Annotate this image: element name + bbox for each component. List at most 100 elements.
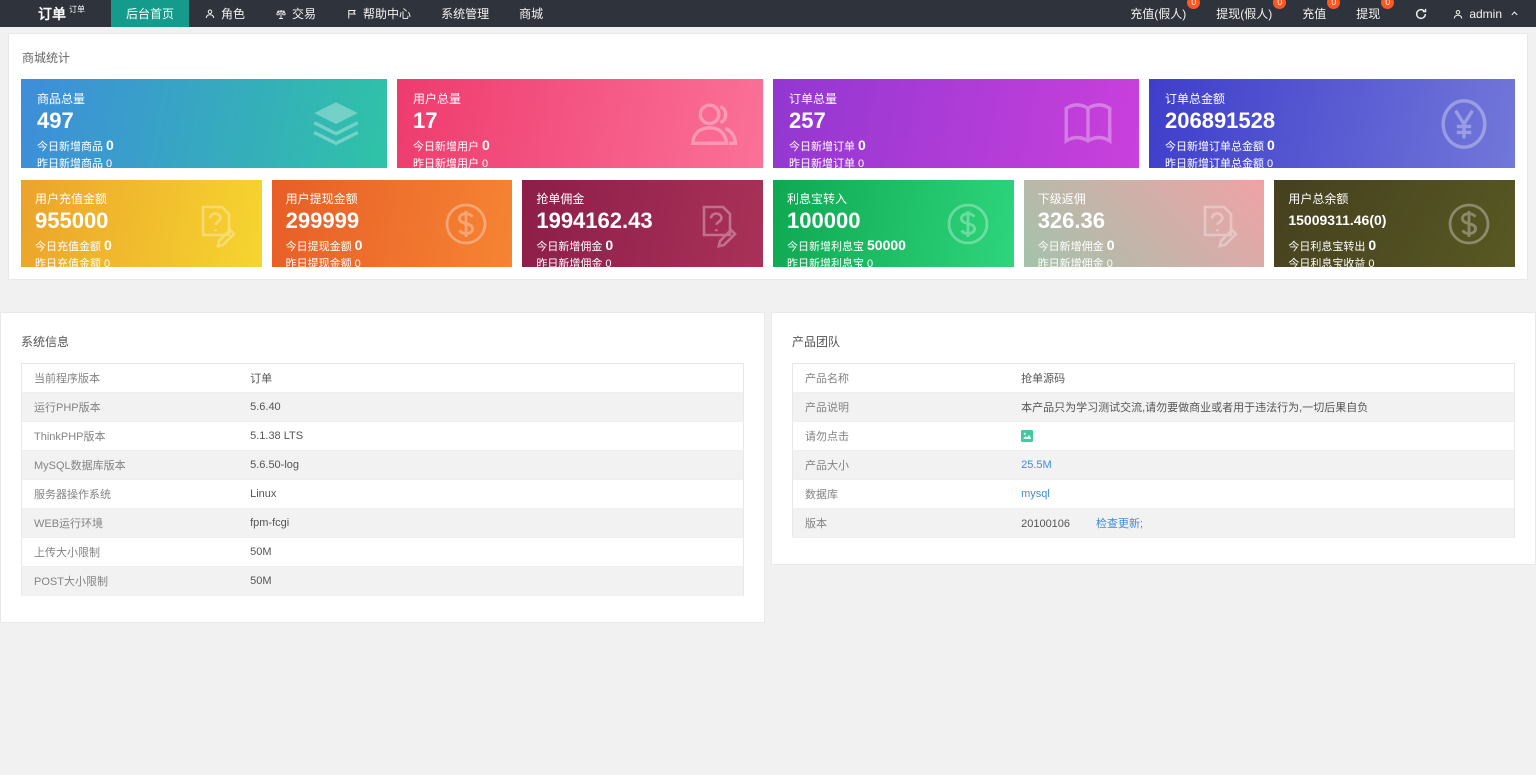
stat-card-sub-today: 今日新增佣金 0: [1038, 235, 1251, 256]
stat-sub-value: 0: [605, 258, 612, 267]
stat-card-user-recharge-amount[interactable]: 用户充值金额 955000 今日充值金额 0 昨日充值金额 0: [21, 180, 262, 267]
stat-sub-label: 昨日新增商品: [37, 158, 103, 168]
stat-card-sub-yesterday: 昨日充值金额 0: [35, 256, 248, 267]
stat-card-order-total[interactable]: 订单总量 257 今日新增订单 0 昨日新增订单 0: [773, 79, 1139, 168]
doc-question-icon: [1194, 200, 1242, 248]
stat-sub-value: 50000: [867, 237, 906, 254]
stat-card-user-balance-total[interactable]: 用户总余额 15009311.46(0) 今日利息宝转出 0 今日利息宝收益 0: [1274, 180, 1516, 268]
stat-sub-value: 0: [354, 258, 361, 267]
row-label: WEB运行环境: [34, 518, 104, 530]
stat-card-sub-yesterday: 今日利息宝收益 0: [1288, 256, 1501, 268]
stat-sub-value: 0: [1267, 137, 1275, 154]
stat-card-value: 955000: [35, 208, 109, 233]
nav-badge-item-0[interactable]: 充值(假人) 0: [1130, 0, 1201, 22]
stat-sub-value: 0: [354, 237, 363, 254]
stat-card-value: 257: [789, 108, 826, 133]
stat-sub-label: 昨日提现金额: [285, 258, 352, 267]
cards-row1: 商品总量 497 今日新增商品 0 昨日新增商品 0 用户总量 17 今日新增用户 0 昨日新增用户…: [9, 79, 1527, 168]
stat-card-value: 100000: [787, 208, 861, 233]
stat-card-sub-yesterday: 昨日新增佣金 0: [536, 256, 749, 267]
stat-sub-value: 0: [482, 137, 490, 154]
refresh-icon[interactable]: [1414, 7, 1428, 21]
stat-card-sub-yesterday: 昨日新增商品 0: [37, 156, 371, 168]
stat-card-user-withdraw-amount[interactable]: 用户提现金额 299999 今日提现金额 0 昨日提现金额 0: [271, 180, 513, 267]
stat-card-value: 206891528: [1165, 108, 1276, 133]
system-info-table: 当前程序版本 订单 运行PHP版本 5.6.40 ThinkPHP版本 5.1.38 LT…: [21, 363, 744, 596]
stats-panel-title: 商城统计: [22, 51, 71, 65]
nav-badge-items: 充值(假人) 0 提现(假人) 0 充值 0 提现 0: [1130, 0, 1410, 22]
stat-card-value: 15009311.46(0): [1288, 212, 1387, 228]
check-update-link[interactable]: 检查更新;: [1096, 518, 1144, 530]
row-label: MySQL数据库版本: [34, 460, 126, 472]
stat-sub-value: 0: [106, 137, 114, 154]
row-label: 产品名称: [805, 373, 849, 385]
stat-card-interest-transfer-in[interactable]: 利息宝转入 100000 今日新增利息宝 50000 昨日新增利息宝 0: [773, 180, 1014, 267]
nav-item-1[interactable]: 角色: [189, 0, 260, 27]
nav-badge-item-3[interactable]: 提现 0: [1356, 0, 1395, 22]
stat-card-order-amount-total[interactable]: 订单总金额 206891528 今日新增订单总金额 0 昨日新增订单总金额 0: [1149, 79, 1515, 168]
table-row: 当前程序版本 订单: [21, 364, 744, 393]
logo-title: 订单: [38, 5, 66, 22]
user-menu[interactable]: admin: [1452, 7, 1520, 21]
nav-right: 充值(假人) 0 提现(假人) 0 充值 0 提现 0 admin: [1130, 0, 1536, 27]
stat-card-label: 利息宝转入: [787, 192, 848, 206]
stat-sub-label: 今日新增佣金: [536, 241, 603, 254]
doc-question-icon: [693, 200, 741, 248]
stat-card-sub-yesterday: 昨日新增利息宝 0: [787, 256, 1000, 267]
app-logo[interactable]: 订单 订单: [0, 0, 111, 27]
table-row: ThinkPHP版本 5.1.38 LTS: [21, 422, 744, 451]
nav-badge-item-1[interactable]: 提现(假人) 0: [1216, 0, 1287, 22]
table-row: MySQL数据库版本 5.6.50-log: [21, 450, 744, 480]
nav-item-2[interactable]: 交易: [260, 0, 331, 27]
row-value: 50M: [250, 546, 272, 558]
row-value: 50M: [250, 575, 272, 587]
value-link[interactable]: mysql: [1021, 488, 1050, 500]
mall-stats-panel: 商城统计 商品总量 497 今日新增商品 0 昨日新增商品 0 用户总量 17 今日新增用户 0 昨…: [8, 33, 1528, 280]
doc-question-icon: [192, 200, 240, 248]
stat-sub-value: 0: [867, 258, 874, 267]
nav-item-4[interactable]: 系统管理: [426, 0, 504, 27]
chevron-up-icon: [1509, 8, 1520, 19]
stat-card-sub-yesterday: 昨日新增佣金 0: [1038, 256, 1251, 267]
table-row: POST大小限制 50M: [21, 566, 744, 596]
bottom-section: 系统信息 当前程序版本 订单 运行PHP版本 5.6.40 ThinkPHP版本 5.1.…: [0, 312, 1536, 623]
stat-card-sub-today: 今日充值金额 0: [35, 235, 248, 256]
stat-card-sub-yesterday: 昨日新增订单总金额 0: [1165, 156, 1499, 168]
row-value: [1009, 422, 1514, 451]
stat-card-sub-today: 今日利息宝转出 0: [1288, 235, 1501, 256]
nav-badge-item-2[interactable]: 充值 0: [1302, 0, 1341, 22]
top-navbar: 订单 订单 后台首页 角色 交易 帮助中心 系统管理 商城 充值(假人) 0 提现(假人) 0 充…: [0, 0, 1536, 27]
stat-sub-value: 0: [1368, 257, 1375, 268]
stat-card-value: 299999: [285, 208, 360, 233]
nav-item-0[interactable]: 后台首页: [111, 0, 190, 27]
broken-image-icon[interactable]: [1021, 430, 1034, 443]
row-label: 产品大小: [805, 460, 849, 472]
table-row: 版本 20100106 检查更新;: [792, 508, 1515, 538]
row-value: 订单: [250, 373, 273, 385]
stat-card-grab-commission[interactable]: 抢单佣金 1994162.43 今日新增佣金 0 昨日新增佣金 0: [522, 180, 764, 267]
stat-card-sub-rebate[interactable]: 下级返佣 326.36 今日新增佣金 0 昨日新增佣金 0: [1023, 180, 1265, 267]
nav-item-5[interactable]: 商城: [504, 0, 558, 27]
badge-count: 0: [1381, 0, 1395, 9]
row-label: 版本: [805, 518, 827, 530]
stat-card-goods-total[interactable]: 商品总量 497 今日新增商品 0 昨日新增商品 0: [21, 79, 387, 168]
stat-sub-label: 昨日新增用户: [413, 158, 479, 168]
stat-card-label: 订单总量: [789, 92, 838, 106]
stat-card-label: 用户总量: [413, 92, 462, 106]
stat-sub-label: 今日新增商品: [37, 141, 103, 154]
table-row: 产品大小 25.5M: [792, 450, 1515, 480]
stat-sub-label: 今日利息宝收益: [1288, 257, 1366, 268]
stat-card-sub-today: 今日新增商品 0: [37, 135, 371, 156]
username: admin: [1469, 6, 1502, 21]
nav-item-label: 系统管理: [441, 7, 490, 21]
value-link[interactable]: 25.5M: [1021, 459, 1052, 471]
badge-count: 0: [1327, 0, 1341, 9]
person-icon: [1452, 8, 1464, 20]
stat-card-value: 497: [37, 108, 74, 133]
stat-sub-label: 昨日新增佣金: [536, 258, 603, 267]
nav-item-3[interactable]: 帮助中心: [331, 0, 426, 27]
stat-card-user-total[interactable]: 用户总量 17 今日新增用户 0 昨日新增用户 0: [397, 79, 763, 168]
row-value: mysql: [1009, 480, 1514, 509]
table-row: 请勿点击: [792, 422, 1515, 451]
person-icon: [204, 8, 216, 20]
